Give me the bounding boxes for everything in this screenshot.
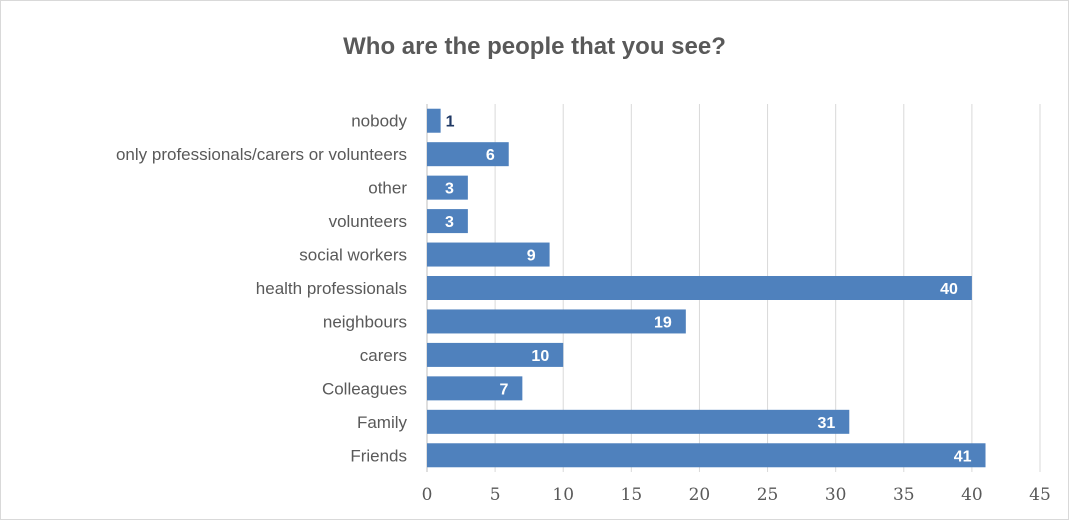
data-label: 6 — [486, 147, 495, 164]
bar — [427, 209, 468, 234]
category-label: Friends — [350, 446, 407, 465]
chart-title: Who are the people that you see? — [343, 33, 726, 60]
bar — [427, 175, 468, 200]
data-label: 40 — [940, 281, 958, 298]
data-label: 1 — [446, 114, 455, 131]
category-labels: nobody only professionals/carers or volun… — [116, 112, 408, 466]
bar — [427, 409, 850, 434]
bar — [427, 443, 986, 468]
x-tick-label: 5 — [490, 485, 501, 505]
category-label: neighbours — [323, 312, 407, 331]
data-label: 3 — [445, 214, 454, 231]
bar — [427, 242, 550, 267]
category-label: health professionals — [256, 279, 407, 298]
x-tick-labels: 0 5 10 15 20 25 30 35 40 45 — [422, 485, 1051, 505]
x-tick-label: 35 — [893, 485, 915, 505]
bars: 1 6 3 3 9 40 19 10 7 31 41 — [427, 108, 986, 468]
data-label: 19 — [654, 314, 672, 331]
data-label: 31 — [817, 415, 835, 432]
category-label: volunteers — [329, 212, 407, 231]
bar — [427, 276, 972, 300]
data-label: 3 — [445, 181, 454, 198]
x-tick-label: 40 — [961, 485, 983, 505]
category-label: social workers — [299, 246, 407, 265]
bar — [427, 342, 564, 367]
category-label: Family — [357, 413, 408, 432]
bar — [427, 309, 686, 334]
bar — [427, 376, 523, 401]
x-tick-label: 45 — [1029, 485, 1051, 505]
category-label: other — [368, 179, 407, 198]
bar — [427, 108, 441, 133]
category-label: only professionals/carers or volunteers — [116, 145, 407, 164]
x-tick-label: 20 — [689, 485, 711, 505]
x-tick-label: 10 — [552, 485, 574, 505]
x-tick-label: 0 — [422, 485, 433, 505]
category-label: Colleagues — [322, 379, 407, 398]
category-label: carers — [360, 346, 407, 365]
data-label: 7 — [499, 381, 508, 398]
data-label: 10 — [531, 348, 549, 365]
x-tick-label: 15 — [621, 485, 643, 505]
data-label: 41 — [954, 448, 972, 465]
bar — [427, 142, 509, 167]
category-label: nobody — [351, 112, 407, 131]
x-tick-label: 30 — [825, 485, 847, 505]
x-tick-label: 25 — [757, 485, 779, 505]
data-label: 9 — [527, 248, 536, 265]
